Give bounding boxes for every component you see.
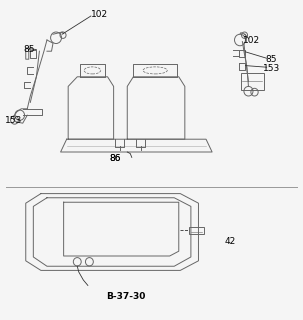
- Text: 85: 85: [265, 55, 277, 64]
- Text: 86: 86: [109, 154, 121, 163]
- Text: 153: 153: [5, 116, 22, 124]
- Text: 102: 102: [92, 10, 108, 19]
- Text: 86: 86: [109, 154, 121, 163]
- Bar: [189, 227, 204, 234]
- Text: B-37-30: B-37-30: [106, 292, 145, 301]
- Text: 153: 153: [263, 64, 280, 73]
- Text: 42: 42: [225, 237, 236, 246]
- Bar: [241, 73, 264, 90]
- Text: 102: 102: [243, 36, 260, 44]
- Text: 85: 85: [23, 45, 35, 54]
